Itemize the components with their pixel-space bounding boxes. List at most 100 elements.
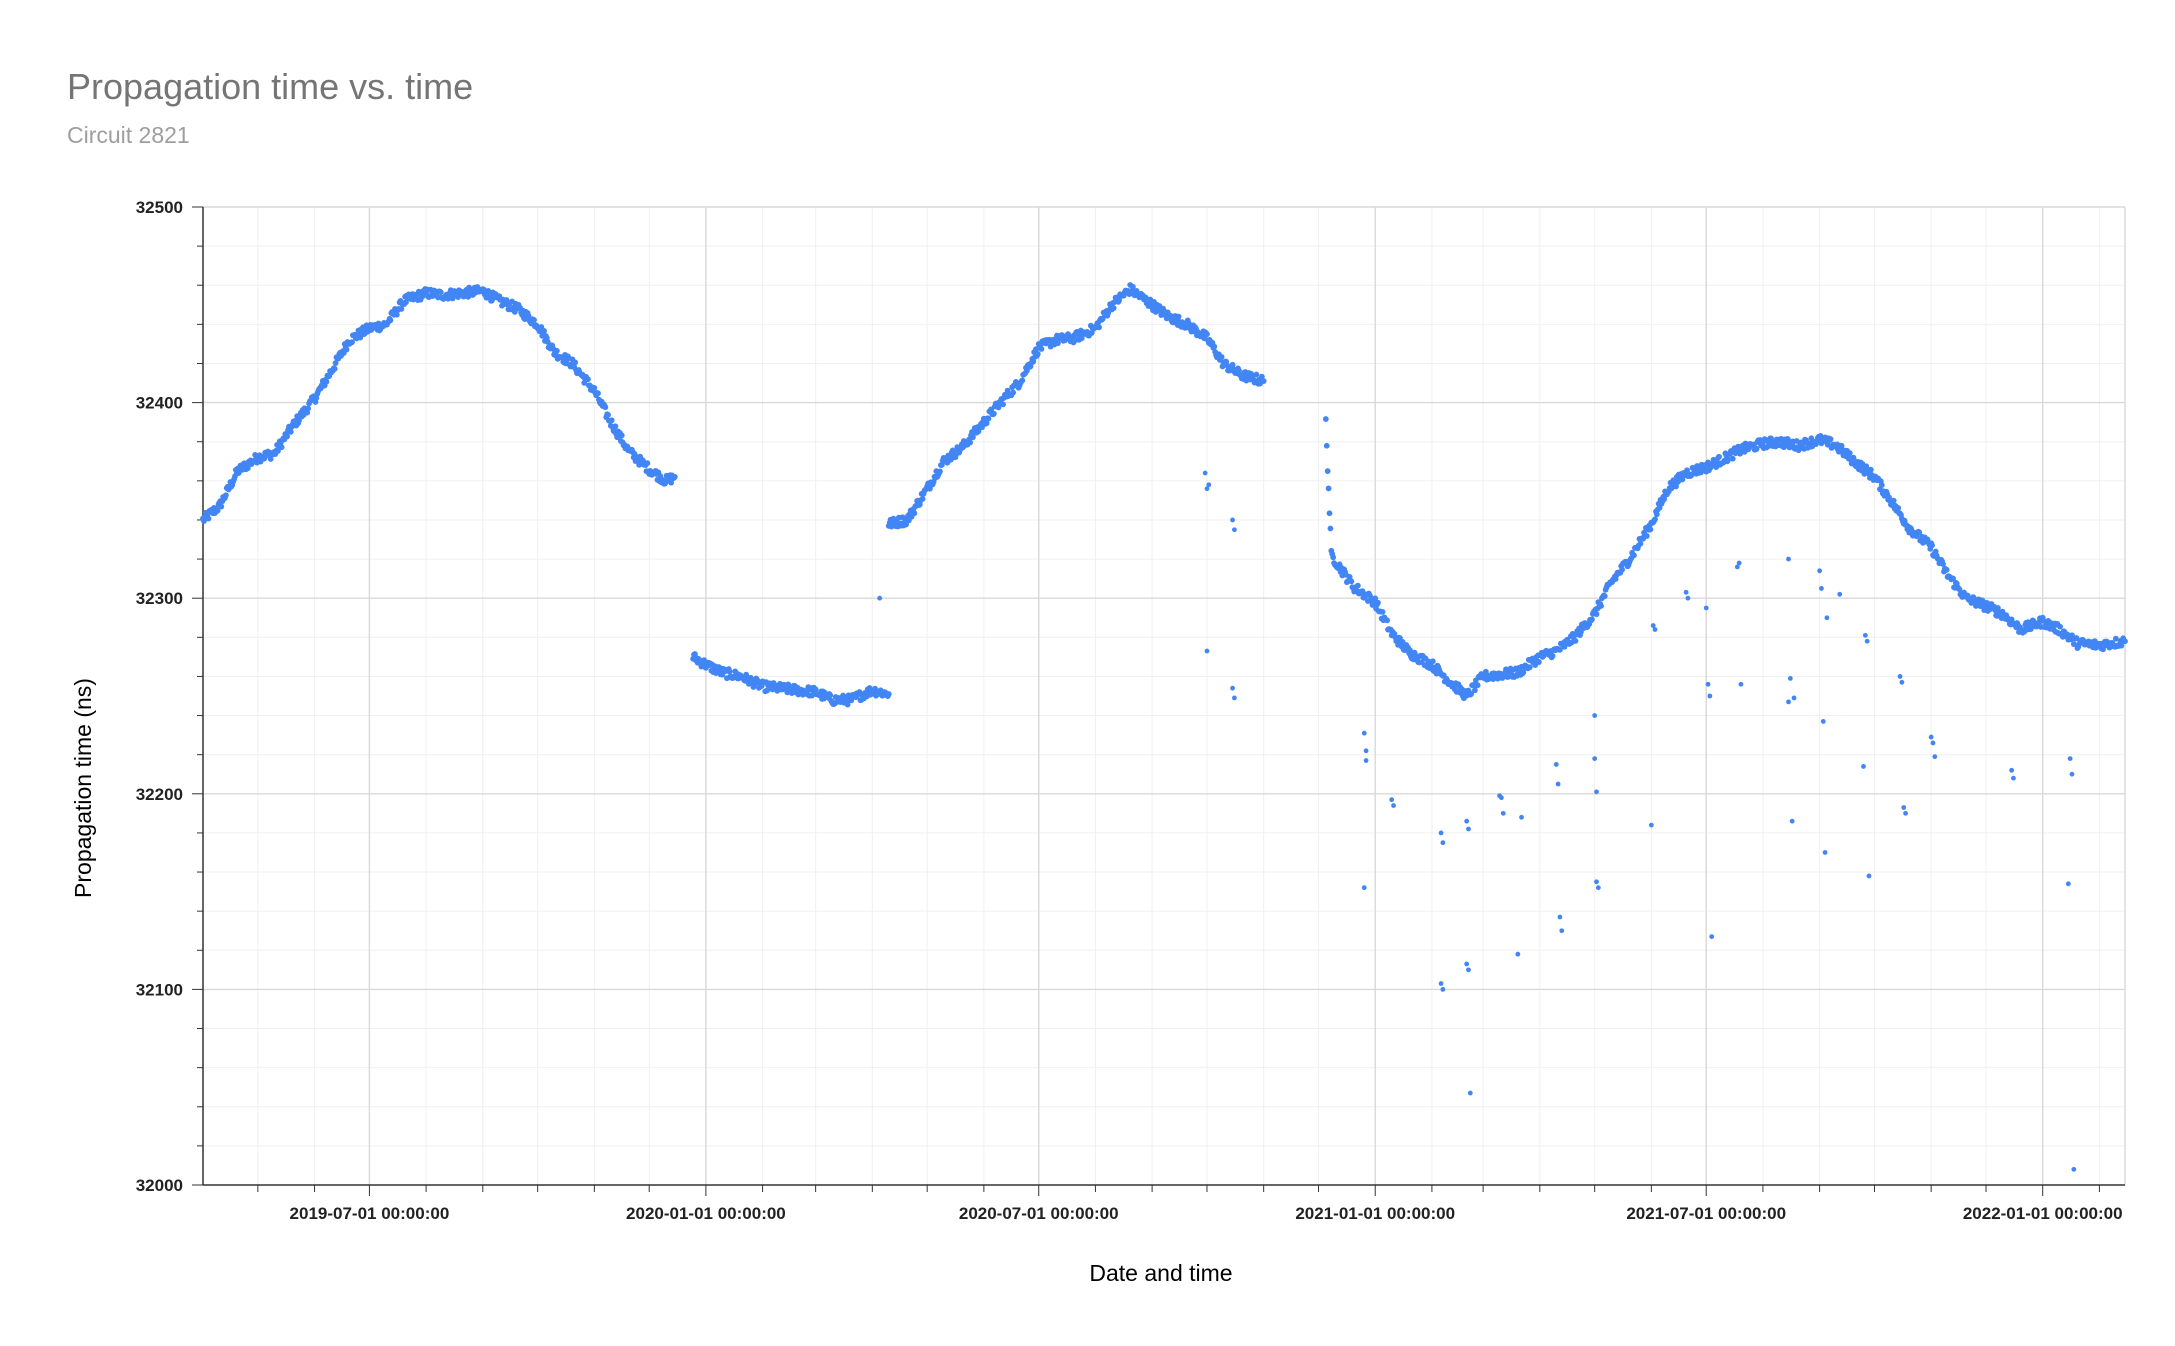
- data-point: [1464, 818, 1470, 824]
- data-point: [1787, 675, 1793, 681]
- data-point: [591, 384, 598, 391]
- data-point: [1977, 603, 1984, 610]
- data-point: [1142, 294, 1149, 301]
- data-point: [1361, 885, 1367, 891]
- data-point: [888, 523, 895, 530]
- data-point: [287, 428, 294, 435]
- data-point: [1038, 346, 1045, 352]
- axes: [192, 206, 2125, 1196]
- data-point: [1819, 586, 1824, 591]
- data-point: [1705, 681, 1711, 687]
- data-point: [1820, 719, 1826, 724]
- data-point: [1515, 951, 1521, 957]
- data-point: [218, 503, 225, 510]
- data-point: [1765, 443, 1772, 450]
- data-point: [1878, 482, 1885, 488]
- x-tick-label: 2021-07-01 00:00:00: [1626, 1204, 1786, 1223]
- data-point: [1130, 283, 1136, 290]
- data-point: [2100, 646, 2106, 653]
- data-point: [1204, 486, 1210, 492]
- data-point: [2112, 635, 2119, 642]
- x-tick-label: 2022-01-01 00:00:00: [1963, 1204, 2123, 1223]
- data-point: [919, 496, 926, 502]
- data-point: [1326, 510, 1333, 517]
- data-point: [1950, 575, 1956, 582]
- data-point: [1211, 343, 1218, 350]
- data-point: [1389, 797, 1395, 803]
- data-point: [1232, 695, 1237, 701]
- data-point: [1928, 734, 1934, 740]
- y-tick-label: 32500: [136, 198, 183, 217]
- data-point: [612, 423, 619, 430]
- data-point: [2067, 756, 2073, 761]
- data-point: [983, 420, 990, 427]
- data-point: [1903, 810, 1908, 816]
- data-point: [1467, 1090, 1473, 1096]
- data-point: [1595, 885, 1601, 891]
- data-point: [1916, 529, 1923, 536]
- x-axis-title: Date and time: [1089, 1260, 1232, 1286]
- data-point: [1218, 354, 1225, 360]
- data-point: [1096, 324, 1102, 331]
- data-point: [2118, 642, 2125, 649]
- data-point: [2073, 635, 2080, 641]
- data-point: [1786, 556, 1791, 562]
- data-point: [343, 346, 350, 353]
- data-point: [1673, 483, 1679, 490]
- data-point: [1753, 446, 1760, 452]
- data-point: [585, 376, 591, 383]
- data-point: [1846, 450, 1853, 456]
- data-point: [1647, 526, 1654, 533]
- data-point: [1684, 467, 1690, 474]
- data-point: [323, 378, 330, 385]
- data-point: [1438, 981, 1444, 986]
- data-point: [1837, 591, 1843, 597]
- data-point: [531, 317, 537, 323]
- data-point: [1549, 653, 1556, 659]
- data-point: [1817, 568, 1823, 574]
- data-point: [1637, 540, 1644, 547]
- y-tick-label: 32000: [136, 1176, 183, 1195]
- data-point: [1520, 669, 1527, 676]
- data-point: [1703, 605, 1709, 611]
- data-point: [205, 515, 212, 522]
- data-point: [1322, 416, 1329, 422]
- y-tick-label: 32100: [136, 980, 183, 999]
- data-point: [1757, 437, 1764, 443]
- data-point: [1592, 713, 1598, 718]
- data-point: [1930, 740, 1936, 746]
- data-point: [903, 521, 910, 528]
- data-point: [911, 510, 918, 517]
- data-point: [1940, 561, 1946, 567]
- data-point: [991, 410, 997, 417]
- data-point: [937, 468, 943, 475]
- data-point: [1557, 914, 1563, 920]
- data-point: [1707, 693, 1713, 699]
- data-point: [214, 507, 221, 514]
- data-point: [812, 686, 819, 693]
- data-point: [1932, 754, 1938, 760]
- data-point: [1440, 840, 1446, 846]
- data-point: [1471, 687, 1478, 694]
- data-point: [1375, 599, 1381, 606]
- data-point: [1230, 517, 1235, 523]
- x-tick-label: 2021-01-01 00:00:00: [1295, 1204, 1455, 1223]
- data-point: [1594, 879, 1599, 885]
- data-point: [1429, 658, 1436, 665]
- data-point: [1519, 814, 1524, 820]
- data-point: [1901, 805, 1907, 810]
- data-point: [1897, 674, 1903, 679]
- data-point: [1517, 666, 1523, 672]
- data-point: [1661, 496, 1668, 503]
- data-point: [1559, 928, 1565, 934]
- chart-title: Propagation time vs. time: [67, 66, 474, 107]
- data-point: [1555, 781, 1561, 787]
- data-point: [809, 692, 815, 699]
- data-point: [1648, 822, 1654, 828]
- data-point: [525, 312, 532, 319]
- data-point: [1553, 762, 1559, 767]
- data-point: [1384, 617, 1391, 624]
- data-point: [671, 474, 678, 480]
- data-point: [1499, 795, 1504, 801]
- data-point: [1890, 497, 1897, 504]
